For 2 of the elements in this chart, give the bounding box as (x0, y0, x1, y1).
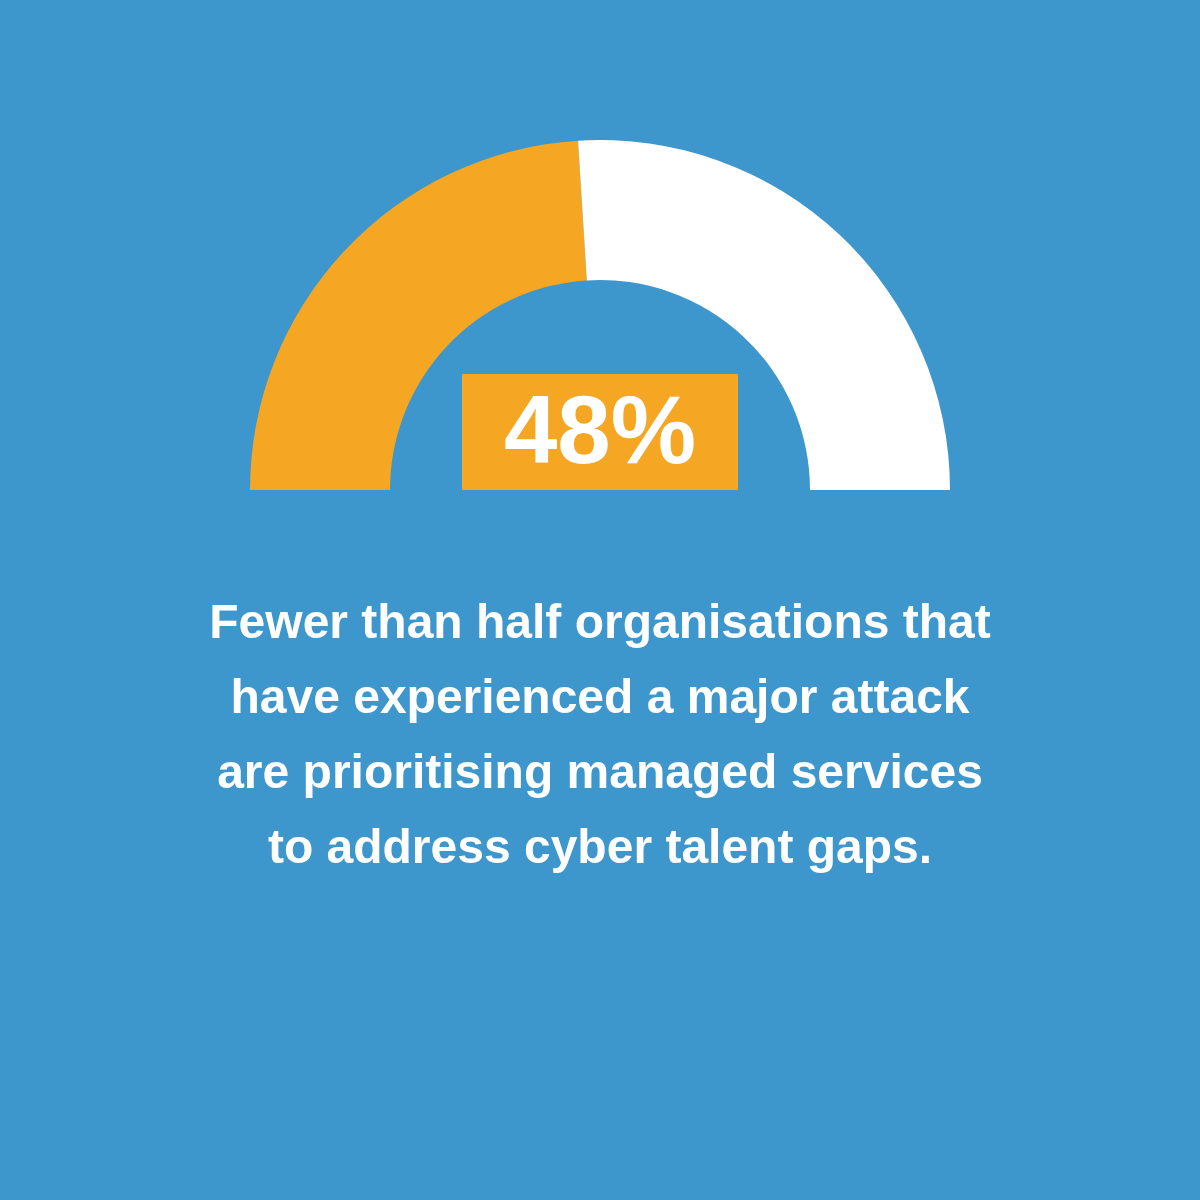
data-label: 48% (503, 376, 697, 483)
text: Fewer than half organisations that have experienced a major attack are prioritising managed services to address cyber talent gaps. (209, 595, 991, 873)
